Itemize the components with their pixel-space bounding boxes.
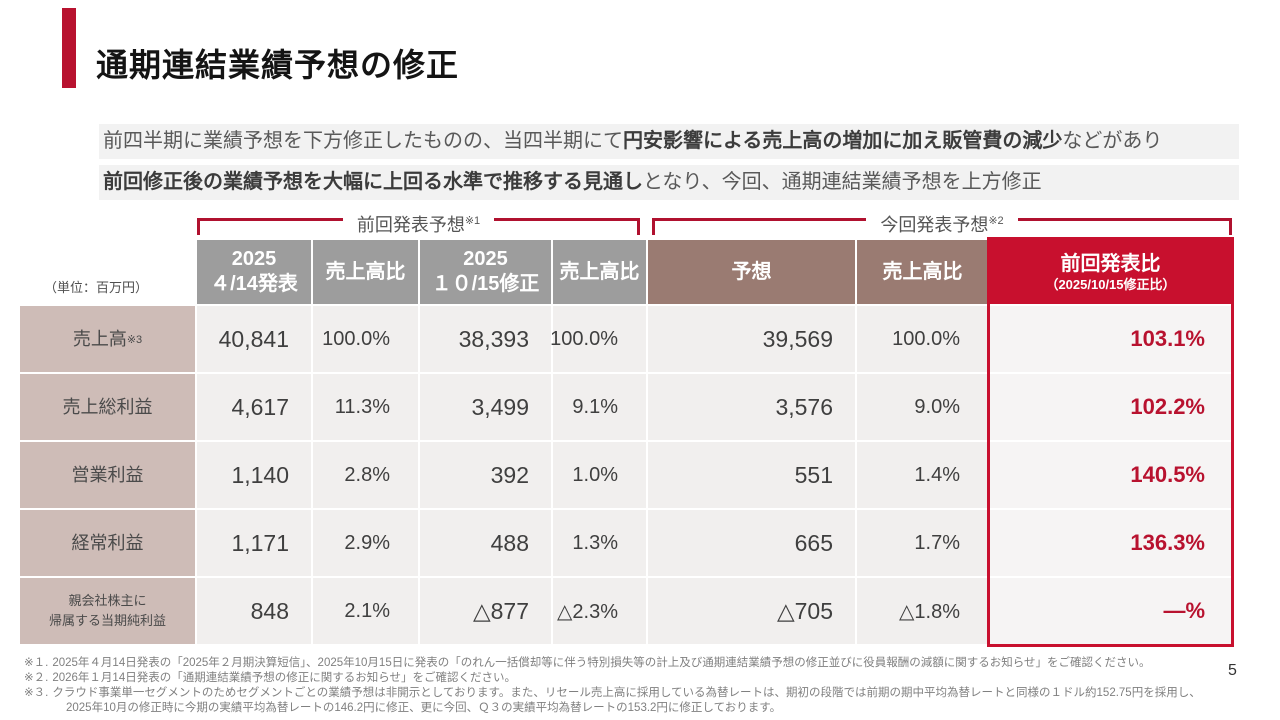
cell-gross-prev2: 3,499 <box>420 374 551 440</box>
cell-gross-cur: 3,576 <box>648 374 855 440</box>
bracket-current-label: 今回発表予想※2 <box>866 206 1017 240</box>
cell-op-prev1: 1,140 <box>197 442 311 508</box>
footnote-3: ※３. クラウド事業単一セグメントのためセグメントごとの業績予想は非開示としており… <box>24 687 1201 714</box>
row-label-operating-profit: 営業利益 <box>20 442 195 508</box>
cell-op-prev2: 392 <box>420 442 551 508</box>
unit-label: （単位：百万円） <box>20 240 195 304</box>
cell-sales-pct3: 100.0% <box>857 306 988 372</box>
cell-sales-ratio: 103.1% <box>990 306 1231 372</box>
col-header-2025-1015: 2025 １０/15修正 <box>420 240 551 304</box>
intro-line1-bold: 円安影響による売上高の増加に加え販管費の減少 <box>623 130 1063 152</box>
intro-line1-post: などがあり <box>1062 130 1163 152</box>
bracket-previous-text: 前回発表予想 <box>356 215 465 235</box>
col-header-2025-0414: 2025 ４/14発表 <box>197 240 311 304</box>
cell-op-cur: 551 <box>648 442 855 508</box>
page-number: 5 <box>1228 662 1237 679</box>
row-label-sales: 売上高 ※3 <box>20 306 195 372</box>
cell-gross-ratio: 102.2% <box>990 374 1231 440</box>
cell-gross-pct3: 9.0% <box>857 374 988 440</box>
cell-net-prev2: △877 <box>420 578 551 644</box>
cell-gross-pct2: 9.1% <box>553 374 646 440</box>
cell-net-prev1: 848 <box>197 578 311 644</box>
col-header-sales-ratio-3: 売上高比 <box>857 240 988 304</box>
intro-line1-pre: 前四半期に業績予想を下方修正したものの、当四半期にて <box>103 130 623 152</box>
intro-line2-post: となり、今回、通期連結業績予想を上方修正 <box>643 171 1042 193</box>
bracket-line-right <box>1017 218 1232 235</box>
cell-sales-pct2: 100.0% <box>550 306 646 372</box>
bracket-current-text: 今回発表予想 <box>880 215 989 235</box>
intro-line2-bold: 前回修正後の業績予想を大幅に上回る水準で推移する見通し <box>103 171 643 193</box>
bracket-line-left <box>652 218 867 235</box>
bracket-line-right <box>494 218 640 235</box>
title-accent-bar <box>62 8 76 88</box>
forecast-table: （単位：百万円） 2025 ４/14発表 売上高比 2025 １０/15修正 売上高… <box>20 240 1231 644</box>
cell-gross-prev1: 4,617 <box>197 374 311 440</box>
col-header-forecast: 予想 <box>648 240 855 304</box>
footnotes: ※１. 2025年４月14日発表の「2025年２月期決算短信」、2025年10月1… <box>24 656 1219 716</box>
footnote-1: ※１. 2025年４月14日発表の「2025年２月期決算短信」、2025年10月1… <box>24 657 1151 669</box>
cell-gross-pct1: 11.3% <box>313 374 418 440</box>
intro-line-1: 前四半期に業績予想を下方修正したものの、当四半期にて円安影響による売上高の増加に… <box>99 124 1239 159</box>
bracket-line-left <box>197 218 343 235</box>
bracket-current-forecast: 今回発表予想※2 <box>652 206 1232 236</box>
col-header-vs-previous: 前回発表比 （2025/10/15修正比） <box>990 240 1231 304</box>
cell-net-ratio: —% <box>990 578 1231 644</box>
col-header-sales-ratio-2: 売上高比 <box>553 240 646 304</box>
cell-ord-pct1: 2.9% <box>313 510 418 576</box>
cell-sales-prev1: 40,841 <box>197 306 311 372</box>
unit-label-text: （単位：百万円） <box>44 280 149 295</box>
intro-line-2: 前回修正後の業績予想を大幅に上回る水準で推移する見通しとなり、今回、通期連結業績… <box>99 165 1239 200</box>
row-label-net-income: 親会社株主に 帰属する当期純利益 <box>20 578 195 644</box>
cell-ord-cur: 665 <box>648 510 855 576</box>
cell-ord-pct3: 1.7% <box>857 510 988 576</box>
cell-op-pct2: 1.0% <box>553 442 646 508</box>
bracket-previous-sup: ※1 <box>464 215 481 227</box>
cell-op-pct3: 1.4% <box>857 442 988 508</box>
row-label-ordinary-profit: 経常利益 <box>20 510 195 576</box>
cell-net-pct2: △2.3% <box>553 578 646 644</box>
cell-ord-prev2: 488 <box>420 510 551 576</box>
cell-ord-ratio: 136.3% <box>990 510 1231 576</box>
col-header-sales-ratio-1: 売上高比 <box>313 240 418 304</box>
intro-paragraph: 前四半期に業績予想を下方修正したものの、当四半期にて円安影響による売上高の増加に… <box>99 124 1239 206</box>
page-title: 通期連結業績予想の修正 <box>96 47 460 83</box>
bracket-previous-label: 前回発表予想※1 <box>343 206 494 240</box>
cell-sales-pct1: 100.0% <box>313 306 418 372</box>
cell-net-cur: △705 <box>648 578 855 644</box>
cell-ord-prev1: 1,171 <box>197 510 311 576</box>
cell-sales-cur: 39,569 <box>648 306 855 372</box>
cell-sales-prev2: 38,393 <box>420 306 551 372</box>
footnote-2: ※２. 2026年１月14日発表の「通期連結業績予想の修正に関するお知らせ」をご確… <box>24 672 516 684</box>
bracket-previous-forecast: 前回発表予想※1 <box>197 206 640 236</box>
cell-net-pct3: △1.8% <box>857 578 988 644</box>
row-label-gross-profit: 売上総利益 <box>20 374 195 440</box>
cell-ord-pct2: 1.3% <box>553 510 646 576</box>
cell-net-pct1: 2.1% <box>313 578 418 644</box>
cell-op-pct1: 2.8% <box>313 442 418 508</box>
cell-op-ratio: 140.5% <box>990 442 1231 508</box>
bracket-current-sup: ※2 <box>988 215 1004 227</box>
